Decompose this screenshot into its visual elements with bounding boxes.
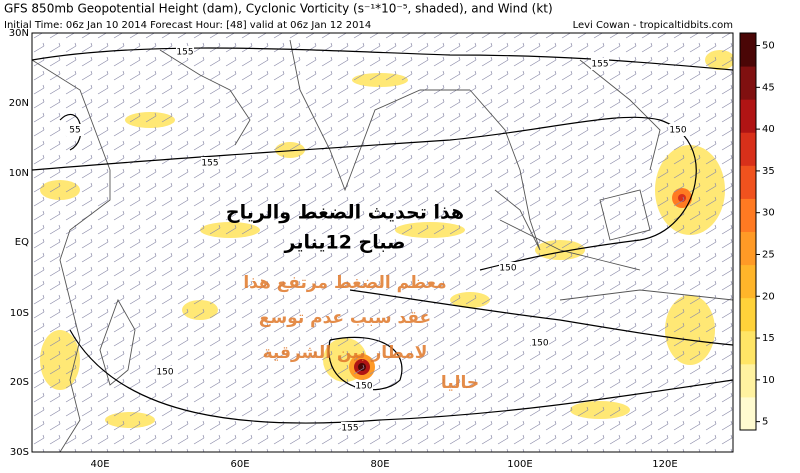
contour-label-bg	[669, 124, 687, 136]
contour-label-bg	[499, 262, 517, 274]
contour-label-bg	[201, 157, 219, 169]
colorbar-tick-label: 20	[762, 291, 775, 302]
lon-label: 40E	[90, 459, 109, 470]
contour-label-bg	[355, 380, 373, 392]
colorbar-segment	[740, 396, 756, 431]
contour-label: 155	[201, 159, 218, 169]
coastlines	[32, 39, 733, 452]
contour-label-bg	[176, 46, 194, 58]
lat-label: 30S	[10, 447, 29, 458]
credit: Levi Cowan - tropicaltidbits.com	[573, 20, 733, 31]
map-area	[32, 33, 733, 452]
lon-label: 80E	[370, 459, 389, 470]
colorbar-segment	[740, 231, 756, 266]
colorbar-tick-label: 35	[762, 166, 775, 177]
lat-label: 20S	[10, 377, 29, 388]
lon-label: 60E	[230, 459, 249, 470]
colorbar-segment	[740, 297, 756, 332]
contour-label: 150	[355, 382, 372, 392]
contour-label: 155	[341, 424, 358, 434]
lat-label: 10N	[9, 168, 29, 179]
map-title: GFS 850mb Geopotential Height (dam), Cyc…	[4, 2, 553, 16]
lat-label: 30N	[9, 28, 29, 39]
lon-label: 120E	[652, 459, 677, 470]
lat-label: 10S	[10, 308, 29, 319]
contour-label: 150	[499, 264, 516, 274]
contour-label: 150	[531, 339, 548, 349]
contour-label-bg	[156, 366, 174, 378]
colorbar-segment	[740, 330, 756, 365]
contour-label-bg	[66, 124, 84, 136]
colorbar-frame	[739, 32, 757, 431]
annotation-line: هذا تحديث الضغط والرياح	[226, 202, 464, 224]
contour-label-bg	[341, 422, 359, 434]
lat-label: EQ	[15, 237, 29, 248]
colorbar-segment	[740, 264, 756, 299]
contour-label: 155	[176, 48, 193, 58]
map-frame	[31, 32, 734, 453]
height-contours	[32, 47, 733, 424]
annotation-line: صباح 12يناير	[284, 232, 406, 254]
colorbar-tick-label: 50	[762, 41, 775, 52]
colorbar-tick-label: 10	[762, 375, 775, 386]
contour-label-bg	[591, 58, 609, 70]
annotation-line: حاليا	[441, 373, 479, 393]
colorbar-tick-label: 15	[762, 333, 775, 344]
contour-label: 150	[156, 368, 173, 378]
colorbar-segment	[740, 132, 756, 166]
colorbar-tick-label: 5	[762, 417, 768, 428]
colorbar-segment	[740, 66, 756, 100]
annotation-line: عقد سبب عدم توسع	[259, 308, 431, 328]
contour-label-bg	[531, 337, 549, 349]
contour-label: 155	[591, 60, 608, 70]
contour-label: 55	[69, 126, 80, 136]
colorbar-tick-label: 45	[762, 82, 775, 93]
colorbar-segment	[740, 363, 756, 398]
lat-label: 20N	[9, 98, 29, 109]
colorbar-tick-label: 40	[762, 124, 775, 135]
contour-label: 150	[669, 126, 686, 136]
colorbar-segment	[740, 99, 756, 133]
colorbar-tick-label: 25	[762, 249, 775, 260]
annotation-line: معظم الضغط مرتفع هذا	[243, 273, 446, 293]
map-subtitle: Initial Time: 06z Jan 10 2014 Forecast H…	[4, 20, 371, 31]
lon-label: 100E	[507, 459, 532, 470]
annotation-line: لامطار بين الشرقية	[263, 343, 428, 363]
colorbar-segment	[740, 165, 756, 199]
colorbar-segment	[740, 198, 756, 232]
colorbar-tick-label: 30	[762, 208, 775, 219]
colorbar-segment	[740, 33, 756, 67]
